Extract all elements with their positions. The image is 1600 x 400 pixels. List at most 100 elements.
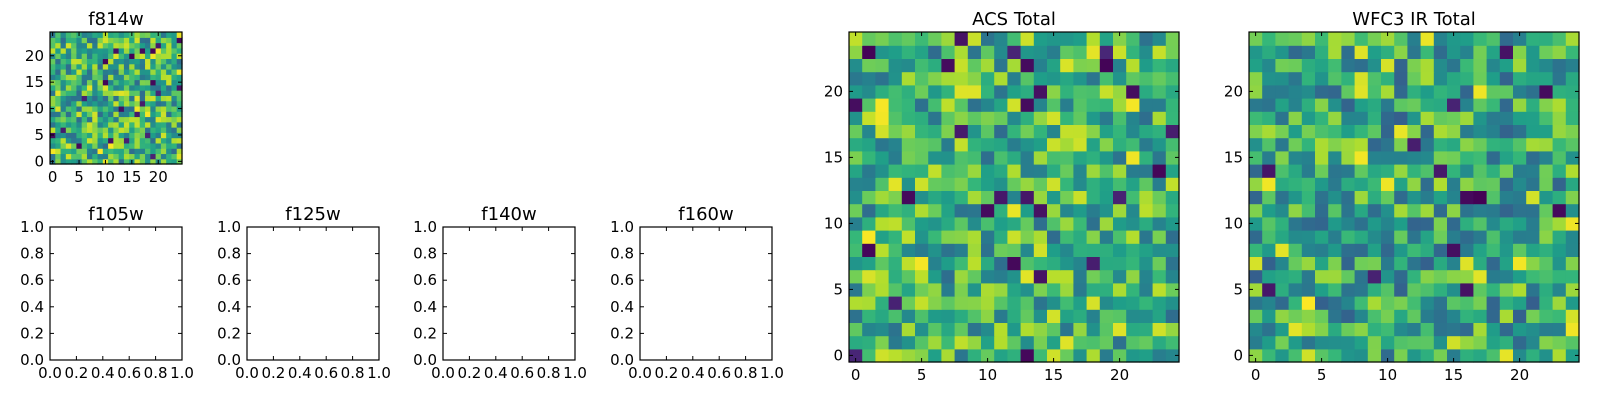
heatmap-cell: [1047, 243, 1061, 257]
heatmap-cell: [166, 58, 173, 65]
heatmap-cell: [1460, 322, 1474, 337]
heatmap-cell: [1539, 335, 1554, 350]
heatmap-cell: [81, 79, 88, 86]
heatmap-cell: [55, 32, 62, 38]
heatmap-cell: [1328, 58, 1342, 73]
heatmap-cell: [901, 296, 916, 310]
heatmap-cell: [155, 100, 162, 107]
heatmap-cell: [129, 90, 136, 96]
heatmap-cell: [1513, 203, 1527, 218]
heatmap-cell: [888, 177, 903, 191]
heatmap-cell: [1249, 282, 1263, 297]
heatmap-cell: [139, 32, 146, 38]
heatmap-cell: [954, 203, 969, 218]
heatmap-cell: [888, 230, 903, 244]
heatmap-cell: [1513, 296, 1527, 310]
heatmap-cell: [81, 100, 88, 107]
heatmap-cell: [1086, 256, 1101, 271]
heatmap-cell: [1315, 111, 1329, 125]
heatmap-cell: [1381, 348, 1395, 363]
heatmap-cell: [1249, 335, 1263, 350]
heatmap-cell: [123, 95, 130, 102]
heatmap-cell: [1139, 58, 1154, 73]
heatmap-cell: [55, 47, 62, 54]
heatmap-cell: [954, 84, 969, 99]
heatmap-cell: [1394, 124, 1408, 139]
heatmap-cell: [1073, 124, 1088, 139]
heatmap-cell: [1328, 71, 1342, 86]
heatmap-cell: [145, 32, 151, 38]
heatmap-cell: [849, 137, 863, 152]
heatmap-cell: [123, 47, 130, 54]
heatmap-cell: [145, 148, 151, 155]
heatmap-cell: [875, 32, 890, 46]
heatmap-cell: [862, 58, 876, 73]
heatmap-cell: [1552, 269, 1567, 284]
heatmap-cell: [1275, 309, 1290, 323]
heatmap-cell: [1099, 256, 1114, 271]
heatmap-cell: [1060, 216, 1074, 231]
heatmap-cell: [1473, 296, 1488, 310]
heatmap-cell: [862, 98, 876, 112]
heatmap-cell: [1086, 309, 1101, 323]
heatmap-cell: [113, 95, 120, 102]
heatmap-cell: [981, 71, 995, 86]
heatmap-cell: [92, 79, 99, 86]
heatmap-cell: [86, 142, 93, 149]
heatmap-cell: [941, 322, 956, 337]
heatmap-cell: [1341, 71, 1356, 86]
heatmap-cell: [1420, 84, 1435, 99]
panel-title: f125w: [285, 204, 340, 225]
heatmap-cell: [994, 137, 1008, 152]
heatmap-cell: [981, 269, 995, 284]
heatmap-cell: [86, 105, 93, 112]
heatmap-cell: [1033, 84, 1048, 99]
heatmap-cell: [86, 53, 93, 59]
y-tick-label: 20: [25, 47, 44, 65]
heatmap-cell: [1275, 124, 1290, 139]
heatmap-cell: [954, 296, 969, 310]
x-tick-label: 0.4: [484, 364, 508, 382]
heatmap-cell: [71, 32, 77, 38]
heatmap-cell: [1499, 150, 1514, 165]
heatmap-cell: [1367, 71, 1382, 86]
heatmap-cell: [1526, 230, 1540, 244]
heatmap-cell: [1060, 98, 1074, 112]
heatmap-cell: [1275, 71, 1290, 86]
heatmap-cell: [71, 127, 77, 133]
heatmap-cell: [1460, 111, 1474, 125]
heatmap-cell: [1354, 348, 1369, 363]
heatmap-cell: [1460, 45, 1474, 59]
heatmap-cell: [1033, 296, 1048, 310]
heatmap-cell: [1473, 216, 1488, 231]
x-tick-label: 5: [74, 168, 84, 186]
heatmap-cell: [123, 32, 130, 38]
heatmap-cell: [1275, 203, 1290, 218]
heatmap-cell: [1486, 309, 1501, 323]
heatmap-cell: [1354, 177, 1369, 191]
heatmap-cell: [102, 95, 109, 102]
y-tick-label: 10: [824, 214, 843, 232]
heatmap-cell: [1126, 348, 1140, 363]
heatmap-cell: [1526, 164, 1540, 178]
heatmap-cell: [176, 116, 183, 123]
heatmap-cell: [65, 116, 72, 123]
heatmap-cell: [1060, 84, 1074, 99]
heatmap-cell: [1407, 256, 1422, 271]
heatmap-cell: [134, 53, 141, 59]
heatmap-cell: [92, 153, 99, 160]
heatmap-cell: [113, 121, 120, 128]
heatmap-cell: [1341, 164, 1356, 178]
heatmap-cell: [941, 164, 956, 178]
heatmap-cell: [129, 68, 136, 75]
heatmap-cell: [1099, 282, 1114, 297]
heatmap-cell: [1086, 348, 1101, 363]
heatmap-cell: [166, 53, 173, 59]
heatmap-cell: [160, 137, 167, 144]
heatmap-cell: [150, 116, 157, 123]
heatmap-cell: [1249, 177, 1263, 191]
heatmap-cell: [1152, 84, 1167, 99]
x-tick-label: 0.0: [235, 364, 259, 382]
heatmap-cell: [1420, 230, 1435, 244]
heatmap-cell: [1301, 164, 1316, 178]
